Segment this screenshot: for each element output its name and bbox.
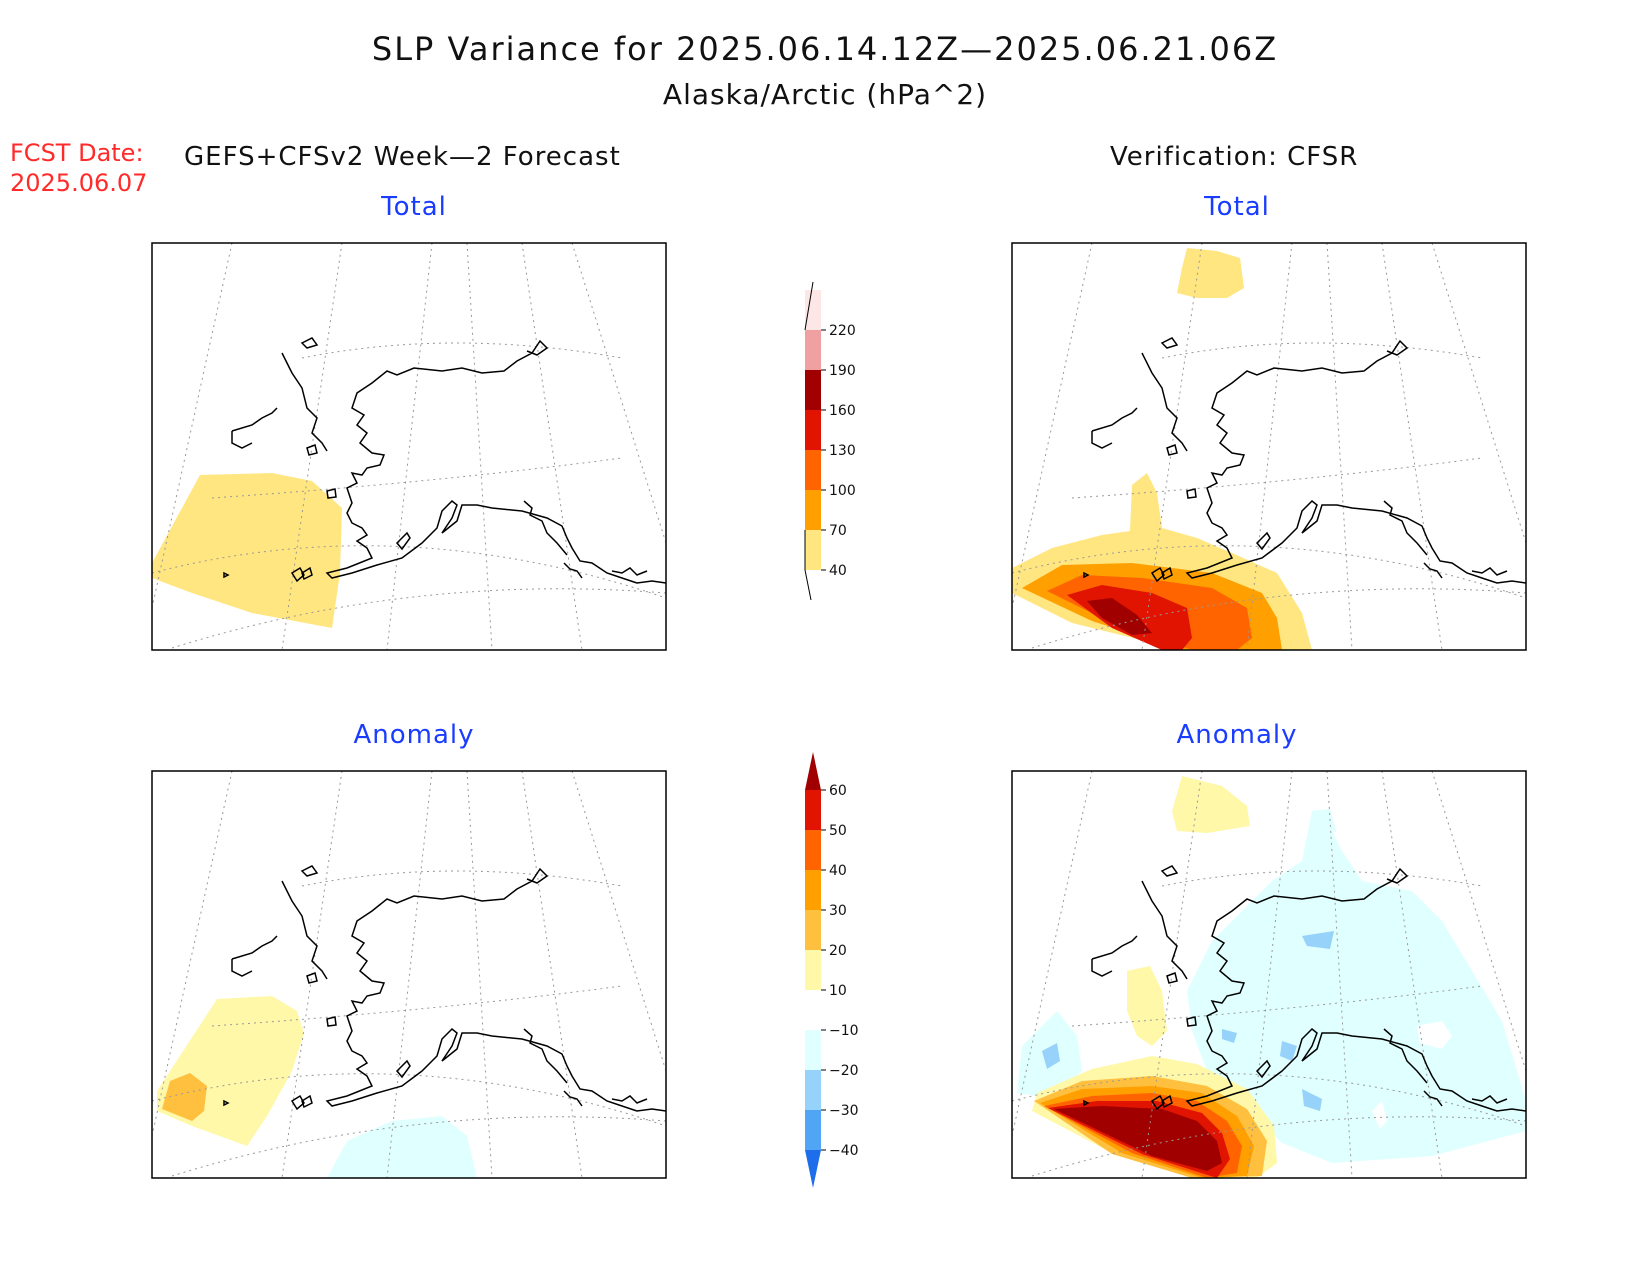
anomaly-spot-neg20-b [1280, 1041, 1297, 1061]
anomaly-hole-white-a [1417, 1021, 1452, 1049]
colorbar-total-label: 130 [829, 443, 856, 459]
anomaly-contour-10-north [1172, 776, 1250, 833]
anomaly-hole-white-c [1332, 831, 1372, 861]
colorbar-anomaly-label: 50 [829, 823, 847, 839]
verification-total-map [1011, 242, 1527, 651]
colorbar-total-label: 190 [829, 363, 856, 379]
verification-total-title: Total [1204, 192, 1270, 222]
colorbar-total-swatch [805, 330, 821, 370]
anomaly-spot-neg20-d [1042, 1043, 1060, 1069]
colorbar-anomaly-swatch [805, 1110, 821, 1150]
colorbar-total-swatch [805, 490, 821, 530]
colorbar-anomaly-label: −10 [829, 1023, 859, 1039]
colorbar-anomaly: 60 50 40 30 20 10 −10 −20 −30 −40 [805, 752, 859, 1188]
colorbar-total-swatch [805, 530, 821, 570]
colorbar-anomaly-swatch [805, 870, 821, 910]
colorbar-total-swatch [805, 450, 821, 490]
colorbar-anomaly-label: 60 [829, 783, 847, 799]
main-title: SLP Variance for 2025.06.14.12Z—2025.06.… [371, 30, 1279, 68]
colorbar-anomaly-swatch [805, 1030, 821, 1070]
colorbar-anomaly-swatch [805, 990, 821, 1030]
anomaly-spot-neg20-e [1222, 1029, 1237, 1043]
colorbar-total-swatch [805, 370, 821, 410]
colorbar-anomaly-label: 10 [829, 983, 847, 999]
anomaly-spot-neg20-a [1302, 931, 1334, 949]
anomaly-contour-10 [157, 996, 304, 1146]
colorbar-total-swatch [805, 410, 821, 450]
colorbar-total-swatch [805, 290, 821, 330]
colorbar-anomaly-label: −20 [829, 1063, 859, 1079]
colorbar-anomaly-label: −30 [829, 1103, 859, 1119]
verification-anomaly-map [1011, 770, 1527, 1179]
anomaly-contour-60 [1054, 1106, 1222, 1171]
colorbar-anomaly-label: 30 [829, 903, 847, 919]
colorbar-anomaly-swatch [805, 1070, 821, 1110]
colorbar-anomaly-label: 20 [829, 943, 847, 959]
verification-anomaly-title: Anomaly [1176, 720, 1298, 750]
anomaly-hole-white-b [1372, 1101, 1387, 1129]
colorbar-total-label: 160 [829, 403, 856, 419]
anomaly-contour-neg10 [327, 1116, 477, 1178]
forecast-date-label: FCST Date: [10, 139, 144, 167]
colorbar-total-label: 220 [829, 323, 856, 339]
anomaly-contour-10-mid [1127, 966, 1167, 1046]
anomaly-contour-20 [162, 1073, 207, 1121]
forecast-total-map [151, 242, 667, 651]
colorbar-anomaly-label: 40 [829, 863, 847, 879]
colorbar-anomaly-top-triangle [805, 752, 821, 790]
colorbar-total-bottom-edge [804, 530, 812, 601]
anomaly-spot-neg20-c [1302, 1089, 1322, 1111]
colorbar-anomaly-label: −40 [829, 1143, 859, 1159]
colorbar-anomaly-swatch [805, 790, 821, 830]
variance-contour-160 [1087, 598, 1152, 635]
forecast-date-block: FCST Date: 2025.06.07 [10, 138, 147, 198]
main-subtitle: Alaska/Arctic (hPa^2) [662, 78, 988, 111]
variance-contour-40 [152, 473, 342, 628]
colorbar-anomaly-bottom-triangle [805, 1150, 821, 1188]
colorbar-total-label: 100 [829, 483, 856, 499]
colorbar-total-label: 70 [829, 523, 847, 539]
forecast-anomaly-map [151, 770, 667, 1179]
variance-blob-north [1177, 248, 1244, 298]
forecast-anomaly-title: Anomaly [353, 720, 475, 750]
colorbar-anomaly-swatch [805, 910, 821, 950]
forecast-header: GEFS+CFSv2 Week—2 Forecast [184, 142, 621, 172]
colorbar-total: 40 70 100 130 160 190 220 [804, 281, 856, 601]
forecast-total-title: Total [381, 192, 447, 222]
colorbar-total-top-edge [804, 281, 814, 331]
verification-header: Verification: CFSR [1110, 142, 1359, 172]
colorbar-anomaly-swatch [805, 830, 821, 870]
forecast-date-value: 2025.06.07 [10, 169, 148, 197]
colorbar-total-label: 40 [829, 563, 847, 579]
colorbar-anomaly-swatch [805, 950, 821, 990]
